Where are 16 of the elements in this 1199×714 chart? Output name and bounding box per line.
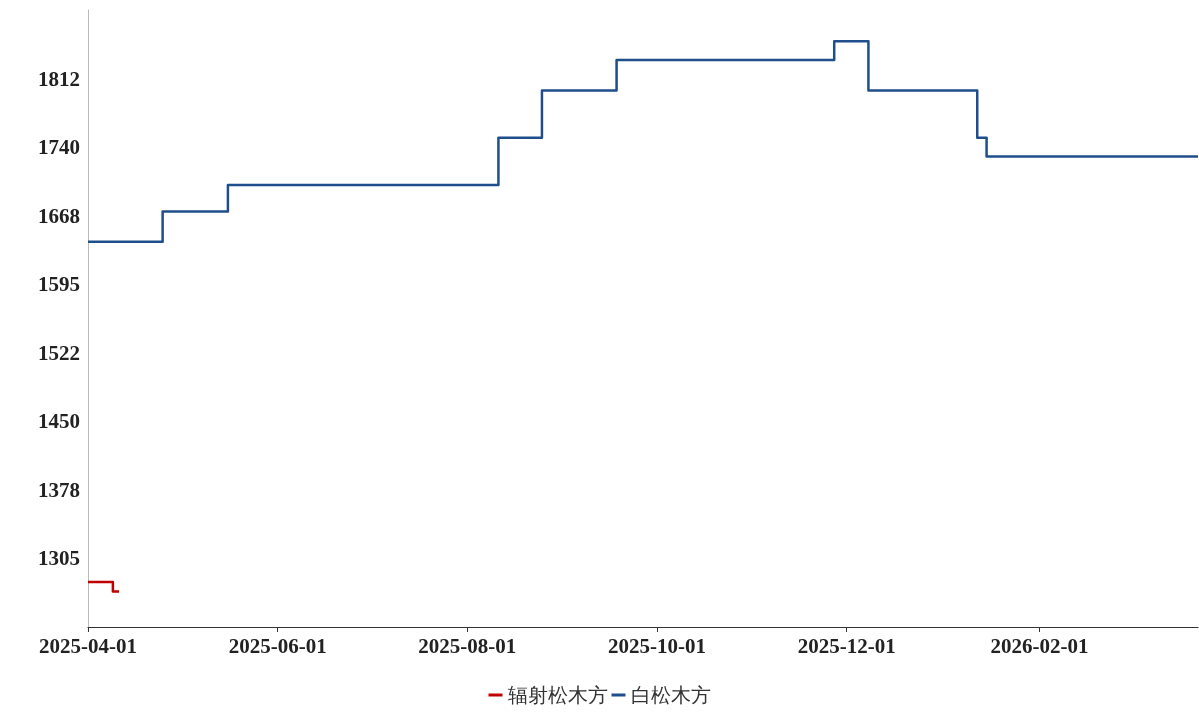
y-tick-label: 1740 [38,135,80,160]
y-tick-label: 1595 [38,272,80,297]
y-tick-label: 1378 [38,477,80,502]
y-tick-label: 1450 [38,409,80,434]
x-tick-label: 2025-10-01 [607,633,706,658]
y-tick-label: 1305 [38,546,80,571]
x-tick-label: 2025-08-01 [418,633,517,658]
legend-label: 白松木方 [630,684,711,706]
y-tick-label: 1668 [38,203,80,228]
x-tick-label: 2026-02-01 [990,633,1089,658]
y-tick-label: 1522 [38,340,80,365]
x-tick-label: 2025-12-01 [797,633,896,658]
x-tick-label: 2025-04-01 [39,633,137,658]
y-tick-label: 1812 [38,66,80,91]
x-tick-label: 2025-06-01 [228,633,327,658]
legend-label: 辐射松木方 [507,684,608,706]
